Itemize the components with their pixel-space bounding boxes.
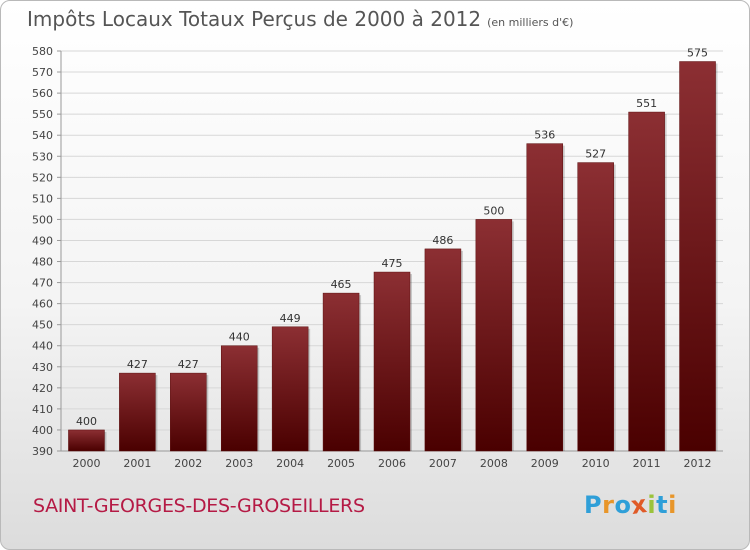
y-tick-label: 510 — [32, 192, 53, 205]
logo-letter: o — [614, 491, 632, 519]
bar-2000 — [68, 429, 105, 452]
bar-value-label: 500 — [483, 204, 504, 217]
bar-value-label: 427 — [127, 358, 148, 371]
bar-2006 — [373, 271, 411, 452]
y-tick-label: 570 — [32, 66, 53, 79]
logo-letter: i — [647, 491, 657, 519]
bar-value-label: 427 — [178, 358, 199, 371]
bar-chart: 390 400 410 420 430 440 450 460 470 480 490 500 510 5… — [32, 45, 723, 470]
y-tick-label: 460 — [32, 298, 53, 311]
bar-value-label: 486 — [432, 234, 453, 247]
y-tick-label: 550 — [32, 108, 53, 121]
bar-value-label: 440 — [229, 331, 250, 344]
x-tick-label: 2006 — [378, 457, 406, 470]
logo-letter: t — [656, 491, 669, 519]
chart-title: Impôts Locaux Totaux Perçus de 2000 à 20… — [27, 7, 573, 31]
x-tick-label: 2007 — [429, 457, 457, 470]
x-tick-label: 2002 — [174, 457, 202, 470]
bar-2004 — [271, 326, 309, 452]
proxiti-logo[interactable]: Proxiti — [584, 490, 677, 520]
y-tick-label: 500 — [32, 213, 53, 226]
y-tick-label: 480 — [32, 256, 53, 269]
x-tick-label: 2003 — [225, 457, 253, 470]
x-tick-label: 2011 — [633, 457, 661, 470]
x-tick-label: 2005 — [327, 457, 355, 470]
y-tick-label: 530 — [32, 150, 53, 163]
y-tick-label: 410 — [32, 403, 53, 416]
y-tick-label: 540 — [32, 129, 53, 142]
bar-2009 — [526, 143, 564, 452]
bar-2010 — [577, 162, 614, 452]
y-tick-label: 440 — [32, 340, 53, 353]
bar-value-label: 575 — [687, 47, 708, 60]
x-tick-label: 2008 — [480, 457, 508, 470]
x-tick-label: 2012 — [684, 457, 712, 470]
bar-2003 — [220, 345, 258, 452]
x-tick-label: 2009 — [531, 457, 559, 470]
y-tick-label: 400 — [32, 424, 53, 437]
x-tick-label: 2001 — [123, 457, 151, 470]
y-tick-label: 420 — [32, 382, 53, 395]
x-tick-label: 2000 — [72, 457, 100, 470]
bar-2011 — [628, 111, 665, 452]
y-tick-label: 520 — [32, 171, 53, 184]
chart-title-text: Impôts Locaux Totaux Perçus de 2000 à 20… — [27, 7, 482, 31]
logo-letter: i — [668, 491, 677, 519]
bar-value-label: 449 — [280, 312, 301, 325]
bar-2008 — [475, 219, 513, 452]
bar-value-label: 475 — [382, 257, 403, 270]
y-tick-label: 490 — [32, 234, 53, 247]
commune-name: SAINT-GEORGES-DES-GROSEILLERS — [33, 495, 365, 517]
x-tick-label: 2010 — [582, 457, 610, 470]
bar-2012 — [679, 61, 716, 452]
logo-letter: x — [629, 490, 650, 520]
bars: 400 427 427 440 449 465 475 486 500 536 527 551 575 — [68, 47, 718, 452]
bar-value-label: 527 — [585, 148, 606, 161]
bar-value-label: 465 — [331, 278, 352, 291]
y-tick-label: 470 — [32, 277, 53, 290]
y-tick-label: 450 — [32, 319, 53, 332]
bar-2002 — [170, 372, 207, 452]
bar-2001 — [119, 372, 156, 452]
logo-letter: P — [584, 491, 603, 519]
y-tick-label: 560 — [32, 87, 53, 100]
chart-unit: (en milliers d'€) — [487, 16, 574, 29]
x-tick-label: 2004 — [276, 457, 304, 470]
x-axis: 2000 2001 2002 2003 2004 2005 2006 2007 2008 2009… — [72, 457, 711, 470]
y-tick-label: 580 — [32, 45, 53, 58]
bar-value-label: 551 — [636, 97, 657, 110]
y-tick-label: 390 — [32, 445, 53, 458]
bar-2007 — [424, 248, 462, 452]
y-tick-label: 430 — [32, 361, 53, 374]
logo-letter: r — [602, 491, 615, 519]
bar-value-label: 536 — [534, 129, 555, 142]
bar-2005 — [322, 292, 360, 452]
bar-value-label: 400 — [76, 415, 97, 428]
